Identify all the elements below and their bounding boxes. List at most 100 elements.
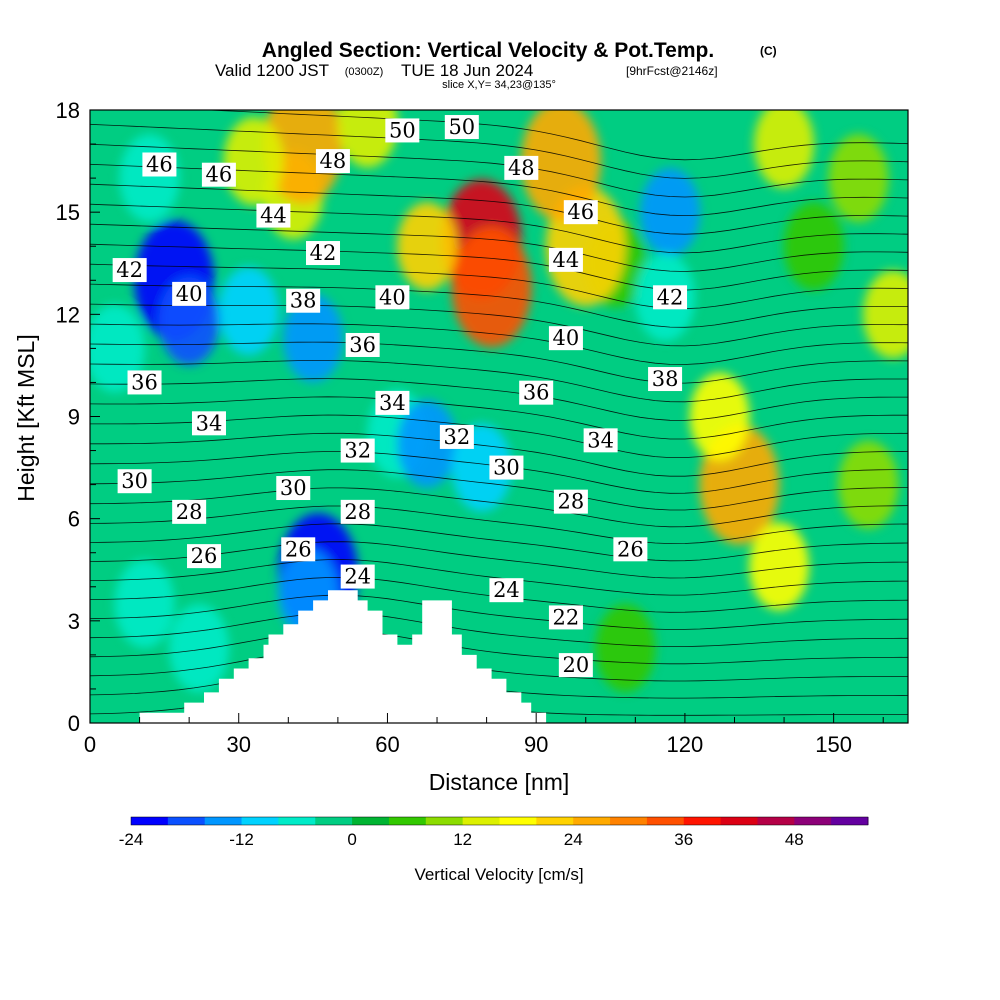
contour-label-26: 26 bbox=[613, 537, 647, 561]
contour-label-38: 38 bbox=[286, 289, 320, 313]
contour-label-28: 28 bbox=[172, 500, 206, 524]
contour-label-text: 50 bbox=[389, 118, 416, 142]
x-axis-label: Distance [nm] bbox=[429, 769, 570, 795]
colorbar-swatch bbox=[242, 817, 279, 825]
contour-label-text: 34 bbox=[587, 428, 614, 452]
y-tick-label: 6 bbox=[68, 507, 80, 532]
contour-label-28: 28 bbox=[341, 500, 375, 524]
contour-label-text: 30 bbox=[493, 456, 520, 480]
x-tick-label: 90 bbox=[524, 732, 548, 757]
contour-label-text: 26 bbox=[191, 544, 218, 568]
velocity-feature-4 bbox=[219, 267, 279, 355]
contour-label-46: 46 bbox=[202, 163, 236, 187]
contour-label-26: 26 bbox=[187, 544, 221, 568]
contour-label-30: 30 bbox=[489, 456, 523, 480]
colorbar-tick-label: 12 bbox=[453, 830, 472, 849]
colorbar-swatch bbox=[721, 817, 758, 825]
contour-label-40: 40 bbox=[549, 326, 583, 350]
contour-label-44: 44 bbox=[549, 248, 583, 272]
contour-label-text: 42 bbox=[310, 241, 337, 265]
contour-label-text: 40 bbox=[176, 282, 203, 306]
x-tick-label: 120 bbox=[667, 732, 704, 757]
y-tick-label: 15 bbox=[56, 200, 80, 225]
colorbar-label: Vertical Velocity [cm/s] bbox=[414, 865, 583, 884]
contour-label-text: 24 bbox=[344, 565, 371, 589]
contour-label-46: 46 bbox=[142, 152, 176, 176]
contour-label-20: 20 bbox=[559, 653, 593, 677]
contour-label-text: 28 bbox=[558, 490, 585, 514]
contour-label-28: 28 bbox=[554, 490, 588, 514]
colorbar-swatch bbox=[794, 817, 831, 825]
contour-label-text: 40 bbox=[553, 326, 580, 350]
contour-label-38: 38 bbox=[648, 367, 682, 391]
colorbar-swatch bbox=[684, 817, 721, 825]
contour-label-text: 36 bbox=[131, 370, 158, 394]
contour-label-36: 36 bbox=[519, 381, 553, 405]
contour-label-text: 20 bbox=[562, 653, 589, 677]
colorbar-swatch bbox=[278, 817, 315, 825]
contour-label-text: 36 bbox=[523, 381, 550, 405]
x-tick-label: 60 bbox=[375, 732, 399, 757]
colorbar-swatch bbox=[831, 817, 868, 825]
colorbar-swatch bbox=[463, 817, 500, 825]
contour-label-48: 48 bbox=[316, 149, 350, 173]
contour-label-48: 48 bbox=[504, 156, 538, 180]
contour-label-text: 32 bbox=[443, 425, 470, 449]
contour-label-text: 38 bbox=[290, 289, 317, 313]
contour-label-text: 28 bbox=[344, 500, 371, 524]
contour-label-42: 42 bbox=[306, 241, 340, 265]
contour-label-30: 30 bbox=[118, 469, 152, 493]
contour-label-text: 32 bbox=[344, 439, 371, 463]
colorbar bbox=[131, 817, 869, 825]
colorbar-swatch bbox=[426, 817, 463, 825]
contour-label-24: 24 bbox=[341, 565, 375, 589]
velocity-feature-28 bbox=[828, 134, 888, 222]
velocity-feature-23 bbox=[224, 117, 284, 205]
contour-label-text: 26 bbox=[285, 537, 312, 561]
colorbar-swatch bbox=[205, 817, 242, 825]
velocity-feature-27 bbox=[784, 202, 844, 290]
y-tick-label: 9 bbox=[68, 405, 80, 430]
colorbar-swatch bbox=[389, 817, 426, 825]
colorbar-swatch bbox=[500, 817, 537, 825]
contour-label-text: 40 bbox=[379, 285, 406, 309]
contour-label-32: 32 bbox=[341, 439, 375, 463]
colorbar-swatch bbox=[573, 817, 610, 825]
contour-label-36: 36 bbox=[128, 370, 162, 394]
colorbar-swatch bbox=[352, 817, 389, 825]
contour-label-text: 48 bbox=[508, 156, 535, 180]
contour-label-text: 22 bbox=[553, 605, 580, 629]
contour-label-text: 50 bbox=[448, 115, 475, 139]
contour-label-text: 44 bbox=[260, 204, 287, 228]
velocity-feature-17 bbox=[452, 227, 532, 347]
contour-label-30: 30 bbox=[276, 476, 310, 500]
colorbar-swatch bbox=[647, 817, 684, 825]
velocity-feature-9 bbox=[119, 134, 179, 222]
y-tick-label: 3 bbox=[68, 609, 80, 634]
contour-label-50: 50 bbox=[385, 118, 419, 142]
contour-label-text: 30 bbox=[280, 476, 307, 500]
colorbar-tick-label: -12 bbox=[229, 830, 254, 849]
contour-label-34: 34 bbox=[192, 411, 226, 435]
contour-label-text: 34 bbox=[379, 391, 406, 415]
velocity-feature-30 bbox=[863, 270, 923, 358]
subtitle-date: TUE 18 Jun 2024 bbox=[401, 61, 533, 80]
contour-label-text: 46 bbox=[146, 152, 173, 176]
subtitle-slice: slice X,Y= 34,23@135° bbox=[442, 79, 556, 91]
colorbar-tick-label: 24 bbox=[564, 830, 583, 849]
colorbar-tick-label: -24 bbox=[119, 830, 144, 849]
contour-label-text: 48 bbox=[320, 149, 347, 173]
contour-label-text: 28 bbox=[176, 500, 203, 524]
colorbar-swatch bbox=[131, 817, 168, 825]
contour-label-32: 32 bbox=[440, 425, 474, 449]
x-tick-label: 0 bbox=[84, 732, 96, 757]
y-tick-label: 18 bbox=[56, 98, 80, 123]
contour-label-44: 44 bbox=[256, 204, 290, 228]
title-mark: (C) bbox=[760, 44, 777, 58]
contour-label-text: 24 bbox=[493, 578, 520, 602]
contour-label-34: 34 bbox=[584, 428, 618, 452]
contour-label-40: 40 bbox=[375, 285, 409, 309]
contour-label-24: 24 bbox=[489, 578, 523, 602]
velocity-feature-29 bbox=[754, 100, 814, 188]
contour-label-text: 36 bbox=[349, 333, 376, 357]
